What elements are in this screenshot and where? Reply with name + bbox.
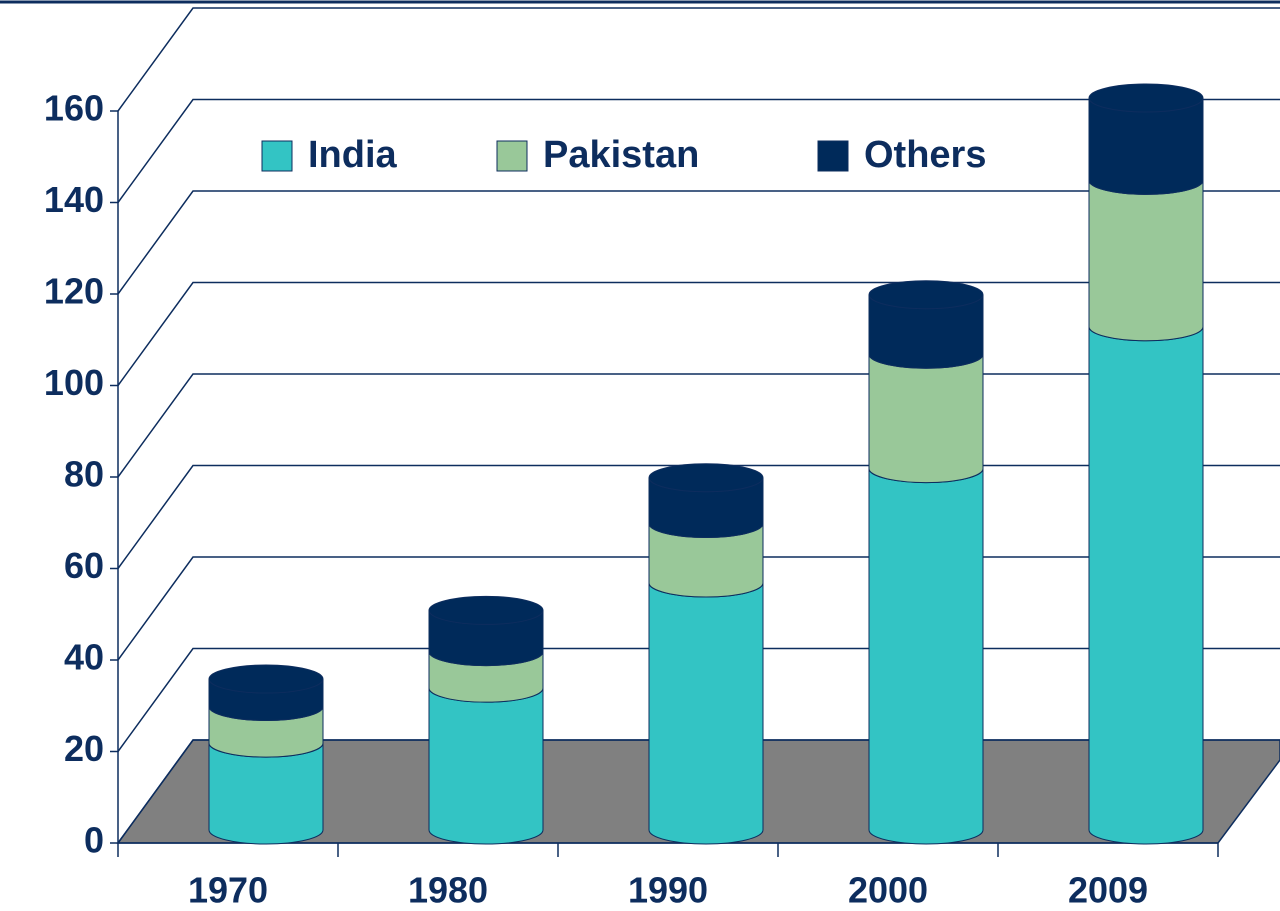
- grid-line: [117, 190, 1280, 295]
- legend-swatch: [261, 140, 293, 172]
- grid-line: [117, 7, 1280, 112]
- bar-segment: [1088, 326, 1204, 845]
- bar-top: [1088, 83, 1204, 113]
- grid-line: [117, 98, 1280, 203]
- bar-segment: [1088, 180, 1204, 342]
- y-tick-label: 140: [44, 179, 104, 220]
- bar-top: [208, 664, 324, 694]
- y-tick-label: 40: [64, 637, 104, 678]
- bar-segment: [428, 688, 544, 845]
- bar-top: [428, 595, 544, 625]
- x-tick-label: 2000: [848, 870, 928, 911]
- x-tick-label: 2009: [1068, 870, 1148, 911]
- legend-swatch: [817, 140, 849, 172]
- bars: 1970 1980 1990 2000 2009: [188, 83, 1204, 911]
- y-tick-label: 80: [64, 454, 104, 495]
- bar-top: [868, 280, 984, 310]
- y-tick-label: 60: [64, 545, 104, 586]
- legend-swatch: [496, 140, 528, 172]
- y-tick-label: 160: [44, 88, 104, 129]
- y-tick-label: 120: [44, 271, 104, 312]
- bar-top: [648, 463, 764, 493]
- x-tick-label: 1970: [188, 870, 268, 911]
- legend: India Pakistan Others: [261, 134, 986, 176]
- bar-segment: [648, 582, 764, 845]
- y-tick-label: 100: [44, 362, 104, 403]
- x-tick-label: 1990: [628, 870, 708, 911]
- x-tick-label: 1980: [408, 870, 488, 911]
- y-tick-label: 20: [64, 728, 104, 769]
- bar-segment: [868, 354, 984, 484]
- bar-segment: [868, 468, 984, 845]
- legend-label: India: [308, 134, 398, 176]
- legend-label: Pakistan: [543, 134, 699, 176]
- y-tick-label: 0: [84, 820, 104, 861]
- bar-segment: [208, 743, 324, 845]
- legend-label: Others: [864, 134, 986, 176]
